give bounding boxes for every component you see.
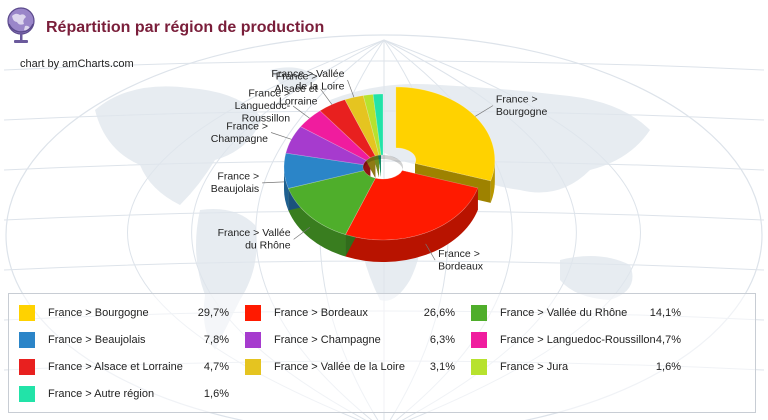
pie-label-france-beaujolais: France > Beaujolais [211,171,259,196]
pie-wall-france-beaujolais-0 [284,167,289,211]
legend-label: France > Beaujolais [48,334,146,346]
chart-title: Répartition par région de production [46,19,325,36]
legend-swatch [19,386,35,402]
pie-leader-france-vall-e-de-la-loire [347,79,355,98]
pie-label-france-alsace-et-lorraine: France > Alsace et Lorraine [274,71,317,108]
pie-leader-france-vall-e-du-rh-ne [293,226,311,240]
legend-label: France > Champagne [274,334,381,346]
pie-label-france-bordeaux: France > Bordeaux [438,248,484,273]
legend-value: 3,1% [429,361,455,373]
pie-slice-france-bourgogne[interactable] [395,86,496,182]
legend-label: France > Alsace et Lorraine [48,361,183,373]
pie-slice-france-bordeaux[interactable] [345,170,479,241]
legend-value: 1,6% [655,361,681,373]
legend-swatch [19,305,35,321]
pie-wall-france-bordeaux-0 [345,187,478,262]
legend-swatch [19,359,35,375]
legend-label: France > Bourgogne [48,307,149,319]
legend-item-france-beaujolais[interactable]: France > Beaujolais 7,8% [19,330,229,350]
legend-item-france-alsace-et-lorraine[interactable]: France > Alsace et Lorraine 4,7% [19,357,229,377]
legend-item-france-bourgogne[interactable]: France > Bourgogne 29,7% [19,303,229,323]
legend-value: 4,7% [203,361,229,373]
legend-value: 29,7% [197,307,229,319]
legend-value: 26,6% [423,307,455,319]
pie-label-france-vall-e-de-la-loire: France > Vallée de la Loire [271,68,344,93]
pie-labels: France > Bourgogne France > Bordeaux France … [211,68,548,273]
legend-item-france-vall-e-du-rh-ne[interactable]: France > Vallée du Rhône 14,1% [471,303,681,323]
legend-swatch [19,332,35,348]
legend-swatch [471,305,487,321]
pie-label-france-bourgogne: France > Bourgogne [496,93,548,118]
legend-swatch [471,332,487,348]
pie-hole-rim [363,155,403,171]
pie-label-france-vall-e-du-rh-ne: France > Vallée du Rhône [218,227,291,252]
pie-slice-france-vall-e-du-rh-ne[interactable] [287,170,376,235]
legend-label: France > Autre région [48,388,155,400]
pie-leader-france-bourgogne [475,105,494,117]
legend-item-france-champagne[interactable]: France > Champagne 6,3% [245,330,455,350]
legend-swatch [471,359,487,375]
legend-label: France > Bordeaux [274,307,368,319]
legend-value: 6,3% [429,334,455,346]
legend-label: France > Vallée du Rhône [500,307,628,319]
pie-wall-france-vall-e-du-rh-ne-0 [288,188,346,257]
chart-credit-link[interactable]: chart by amCharts.com [20,58,134,70]
legend-label: France > Languedoc-Roussillon [500,334,656,346]
legend-value: 1,6% [203,388,229,400]
globe-icon [7,7,35,43]
pie-chart: France > Bourgogne France > Bordeaux France … [211,68,548,273]
pie-leader-france-bordeaux [425,243,436,261]
pie-leader-france-champagne [270,132,292,140]
pie-label-france-champagne: France > Champagne [211,120,268,145]
legend-item-france-autre-r-gion[interactable]: France > Autre région 1,6% [19,384,229,404]
legend-value: 14,1% [649,307,681,319]
chart-legend: France > Bourgogne 29,7% France > Bordeaux… [8,293,756,413]
legend-value: 7,8% [203,334,229,346]
legend-item-france-languedoc-roussillon[interactable]: France > Languedoc-Roussillon 4,7% [471,330,681,350]
pie-wall-france-bourgogne-0 [490,159,495,203]
pie-leader-france-beaujolais [262,181,285,184]
legend-item-france-jura[interactable]: France > Jura 1,6% [471,357,681,377]
pie-slice-france-autre-r-gion[interactable] [372,93,384,156]
legend-item-france-bordeaux[interactable]: France > Bordeaux 26,6% [245,303,455,323]
legend-swatch [245,332,261,348]
legend-value: 4,7% [655,334,681,346]
pie-label-france-languedoc-roussillon: France > Languedoc-Roussillon [235,88,291,125]
pie-leader-france-languedoc-roussillon [292,105,310,119]
legend-swatch [245,305,261,321]
pie-slice-tops [283,86,496,241]
legend-item-france-vall-e-de-la-loire[interactable]: France > Vallée de la Loire 3,1% [245,357,455,377]
pie-leader-france-alsace-et-lorraine [320,88,333,105]
legend-swatch [245,359,261,375]
legend-label: France > Vallée de la Loire [274,361,405,373]
legend-label: France > Jura [500,361,569,373]
